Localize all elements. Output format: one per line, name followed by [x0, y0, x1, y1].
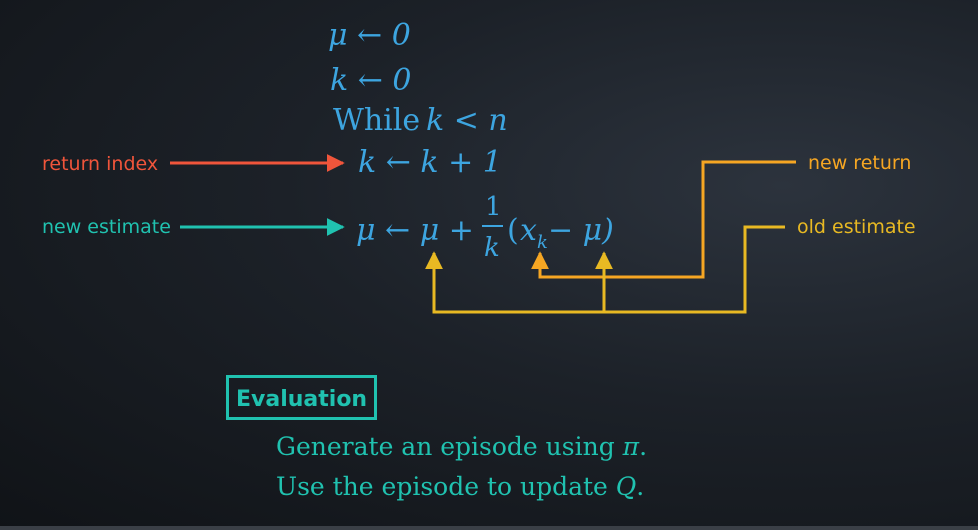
x-subscript: k — [537, 232, 548, 253]
old-estimate-label: old estimate — [797, 216, 916, 238]
old-estimate-connector — [425, 225, 785, 314]
evaluation-box — [226, 375, 377, 420]
algorithm-while-condition: k < n — [426, 103, 508, 138]
x-term: x — [520, 213, 537, 248]
algorithm-line-mu-update-suffix: − μ) — [548, 213, 614, 248]
evaluation-step-2-end: . — [636, 472, 644, 501]
new-estimate-label: new estimate — [42, 216, 171, 238]
evaluation-step-2-text: Use the episode to update — [276, 472, 616, 501]
evaluation-step-1-text: Generate an episode using — [276, 432, 623, 461]
algorithm-block: μ ← 0 k ← 0 While k < n k ← k + 1 μ ← μ … — [328, 18, 614, 263]
algorithm-line-k-increment: k ← k + 1 — [358, 145, 502, 180]
algorithm-while-keyword: While — [333, 103, 420, 138]
evaluation-step-1: Generate an episode using π. — [276, 432, 647, 461]
fraction-numerator: 1 — [485, 192, 502, 222]
fraction-denominator: k — [484, 233, 500, 263]
return-index-label: return index — [42, 153, 158, 175]
evaluation-step-1-end: . — [639, 432, 647, 461]
q-symbol: Q — [616, 472, 637, 501]
evaluation-steps: Generate an episode using π. Use the epi… — [276, 432, 647, 501]
paren-open: ( — [507, 213, 519, 248]
new-return-connector — [531, 160, 796, 279]
algorithm-line-k-init: k ← 0 — [330, 63, 411, 98]
algorithm-line-mu-init: μ ← 0 — [328, 18, 411, 53]
evaluation-step-2: Use the episode to update Q. — [276, 472, 644, 501]
algorithm-line-mu-update-prefix: μ ← μ + — [356, 213, 474, 248]
new-return-label: new return — [808, 152, 911, 174]
bottom-bar — [0, 526, 978, 530]
pi-symbol: π — [622, 432, 640, 461]
evaluation-label: Evaluation — [236, 387, 367, 412]
